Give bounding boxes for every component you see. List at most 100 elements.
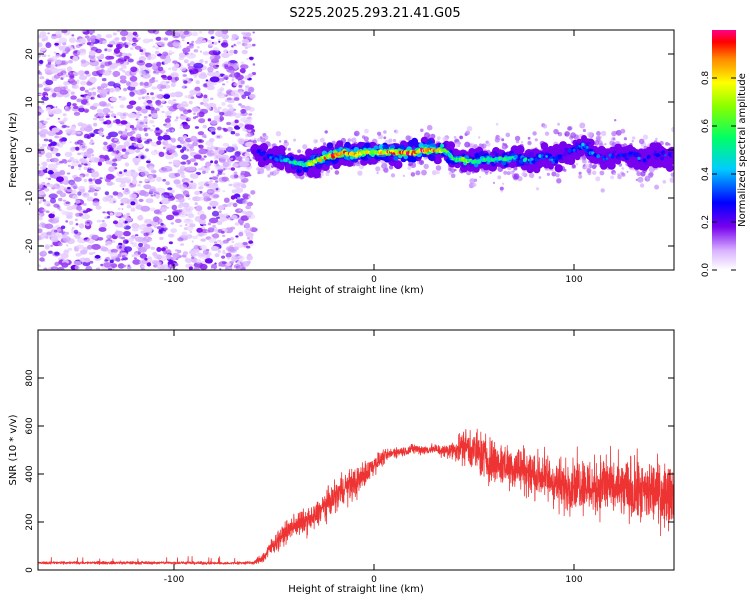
noise-speckle	[139, 88, 147, 94]
noise-speckle	[46, 145, 52, 150]
noise-speckle	[46, 203, 51, 207]
noise-speckle	[123, 55, 130, 60]
noise-speckle	[57, 72, 64, 76]
noise-speckle	[215, 165, 224, 171]
noise-speckle	[199, 214, 207, 220]
noise-speckle	[126, 266, 132, 270]
ridge-dot	[325, 160, 331, 166]
ridge-halo-dot	[532, 131, 537, 136]
noise-speckle	[79, 175, 83, 178]
noise-speckle	[93, 251, 96, 254]
ridge-halo-dot	[407, 166, 412, 171]
noise-speckle	[200, 71, 207, 76]
ridge-halo-dot	[544, 131, 550, 136]
noise-speckle	[38, 183, 43, 189]
noise-speckle	[160, 37, 165, 41]
noise-speckle	[117, 57, 125, 63]
noise-speckle	[141, 108, 148, 114]
noise-speckle	[143, 81, 149, 87]
ridge-dot	[668, 153, 672, 157]
noise-speckle	[41, 35, 49, 41]
noise-speckle	[159, 236, 164, 241]
noise-speckle	[112, 32, 117, 36]
noise-speckle	[143, 127, 148, 132]
noise-speckle	[219, 115, 223, 118]
noise-speckle	[166, 58, 172, 63]
noise-speckle	[50, 244, 53, 247]
noise-speckle	[41, 96, 49, 101]
ridge-halo-dot	[284, 139, 288, 144]
noise-speckle	[44, 188, 50, 192]
noise-speckle	[146, 96, 149, 99]
noise-speckle	[38, 143, 41, 147]
noise-speckle	[89, 260, 94, 264]
snr-ylabel: SNR (10 * v/v)	[8, 414, 19, 485]
noise-speckle	[202, 170, 206, 174]
noise-speckle	[58, 37, 67, 44]
noise-speckle	[53, 51, 57, 54]
noise-speckle	[131, 223, 140, 229]
ridge-halo-dot	[392, 138, 397, 143]
noise-speckle	[180, 161, 186, 165]
noise-speckle	[159, 206, 167, 213]
noise-speckle	[73, 260, 82, 266]
noise-speckle	[136, 203, 140, 206]
ridge-halo-dot	[489, 171, 492, 175]
noise-speckle	[207, 227, 215, 233]
noise-speckle	[98, 158, 105, 163]
noise-speckle	[246, 132, 254, 137]
noise-speckle	[173, 179, 181, 185]
ridge-band	[250, 119, 674, 193]
noise-speckle	[78, 43, 83, 47]
noise-speckle	[70, 165, 75, 169]
ridge-halo-dot	[448, 171, 452, 175]
noise-speckle	[86, 102, 91, 106]
noise-speckle	[105, 196, 112, 202]
noise-speckle	[119, 104, 125, 109]
noise-speckle	[52, 147, 59, 152]
noise-speckle	[179, 66, 187, 72]
noise-speckle	[132, 157, 141, 164]
x-tick-label: 100	[565, 575, 582, 585]
ridge-halo-dot	[557, 122, 561, 126]
noise-speckle	[109, 259, 114, 264]
noise-speckle	[152, 124, 156, 128]
noise-speckle	[198, 139, 202, 143]
ridge-halo-dot	[505, 132, 511, 138]
noise-speckle	[221, 30, 229, 35]
noise-speckle	[180, 113, 184, 117]
noise-speckle	[88, 178, 93, 182]
noise-speckle	[209, 97, 214, 101]
ridge-halo-dot	[454, 168, 457, 172]
ridge-halo-dot	[542, 124, 548, 129]
noise-speckle	[242, 261, 250, 267]
ridge-dot	[591, 151, 595, 155]
noise-speckle	[113, 116, 117, 118]
noise-speckle	[67, 247, 73, 251]
noise-speckle	[156, 61, 162, 67]
noise-speckle	[99, 154, 105, 159]
noise-speckle	[47, 61, 52, 65]
noise-speckle	[130, 207, 136, 212]
noise-speckle	[111, 162, 118, 167]
noise-speckle	[122, 188, 125, 190]
noise-speckle	[230, 37, 237, 41]
noise-speckle	[193, 62, 204, 69]
noise-speckle	[210, 120, 218, 125]
ridge-dot	[655, 153, 660, 158]
noise-speckle	[98, 118, 105, 122]
noise-speckle	[44, 267, 48, 270]
noise-speckle	[116, 120, 121, 125]
noise-speckle	[88, 132, 96, 137]
noise-speckle	[234, 119, 239, 124]
noise-speckle	[203, 94, 208, 99]
ridge-halo-dot	[670, 172, 674, 177]
ridge-halo-dot	[431, 170, 438, 176]
noise-speckle	[55, 53, 60, 58]
ridge-dot	[578, 145, 581, 148]
noise-speckle	[204, 165, 208, 168]
noise-speckle	[51, 33, 57, 37]
noise-speckle	[238, 209, 242, 212]
ridge-dot	[318, 158, 322, 163]
noise-speckle	[121, 255, 126, 259]
